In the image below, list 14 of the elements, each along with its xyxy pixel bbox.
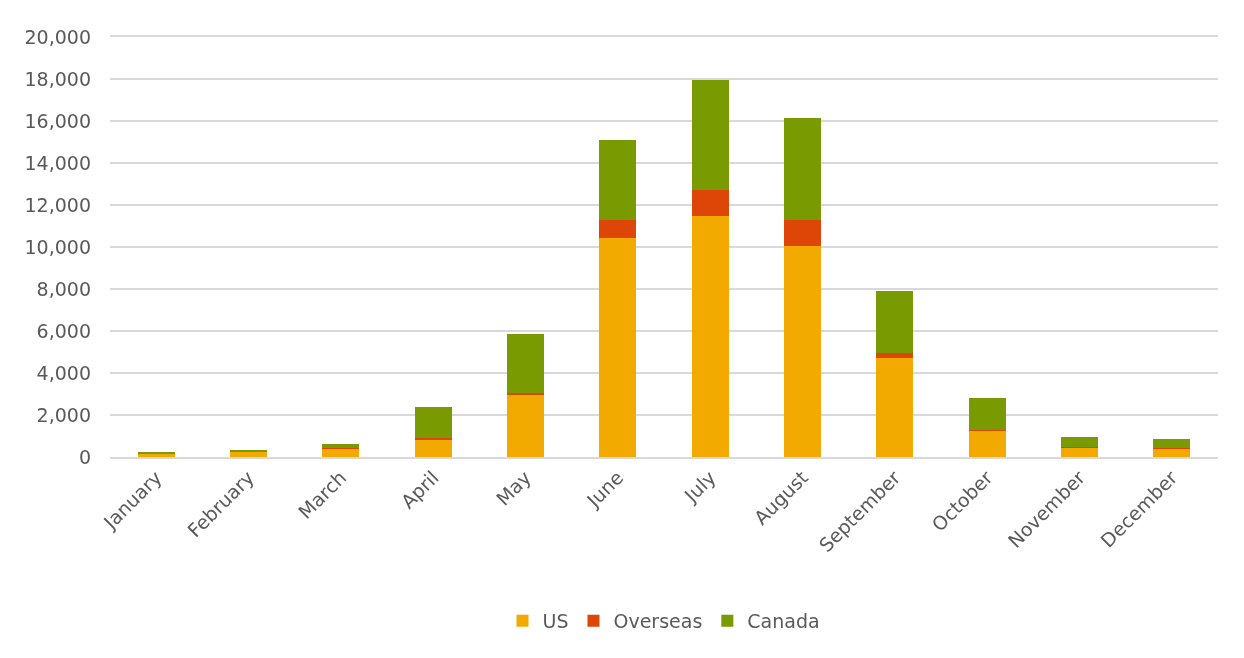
legend-label: Overseas (613, 610, 703, 633)
y-tick-label: 12,000 (24, 193, 91, 216)
y-tick-label: 6,000 (36, 319, 91, 342)
y-tick-label: 2,000 (36, 403, 91, 426)
y-tick-label: 8,000 (36, 277, 91, 300)
y-tick-label: 4,000 (36, 361, 91, 384)
y-tick-label: 18,000 (24, 67, 91, 90)
y-tick-label: 20,000 (24, 25, 91, 48)
y-tick-label: 16,000 (24, 109, 91, 132)
legend-label: US (542, 610, 569, 633)
y-tick-label: 14,000 (24, 151, 91, 174)
y-tick-label: 10,000 (24, 235, 91, 258)
y-tick-label: 0 (78, 445, 91, 468)
legend-label: Canada (747, 610, 820, 633)
